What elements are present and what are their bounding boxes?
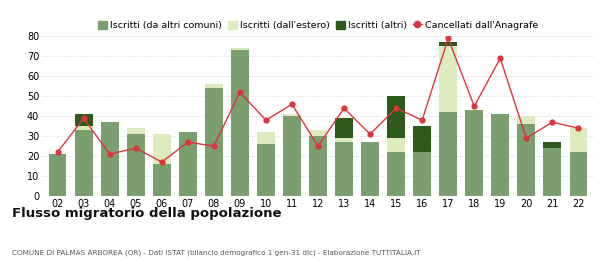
Bar [153, 134, 170, 164]
Bar [544, 148, 561, 196]
Bar [387, 152, 405, 196]
Bar [361, 142, 379, 196]
Bar [179, 132, 197, 196]
Bar [283, 116, 301, 196]
Bar [101, 122, 119, 196]
Bar [517, 116, 535, 124]
Bar [205, 84, 223, 88]
Bar [127, 134, 145, 196]
Bar [75, 126, 92, 130]
Text: COMUNE DI PALMAS ARBOREA (OR) - Dati ISTAT (bilancio demografico 1 gen-31 dic) -: COMUNE DI PALMAS ARBOREA (OR) - Dati IST… [12, 249, 421, 256]
Bar [205, 88, 223, 196]
Bar [231, 48, 249, 50]
Bar [335, 138, 353, 142]
Bar [413, 126, 431, 152]
Bar [75, 114, 92, 126]
Bar [49, 154, 67, 196]
Bar [153, 164, 170, 196]
Bar [283, 114, 301, 116]
Bar [335, 142, 353, 196]
Bar [517, 124, 535, 196]
Text: Flusso migratorio della popolazione: Flusso migratorio della popolazione [12, 207, 281, 220]
Bar [75, 130, 92, 196]
Bar [257, 144, 275, 196]
Bar [335, 118, 353, 138]
Bar [127, 128, 145, 134]
Bar [491, 114, 509, 196]
Bar [466, 110, 483, 196]
Bar [257, 132, 275, 144]
Legend: Iscritti (da altri comuni), Iscritti (dall'estero), Iscritti (altri), Cancellati: Iscritti (da altri comuni), Iscritti (da… [98, 21, 538, 30]
Bar [387, 138, 405, 152]
Bar [439, 46, 457, 112]
Bar [569, 152, 587, 196]
Bar [439, 112, 457, 196]
Bar [569, 128, 587, 152]
Bar [309, 136, 327, 196]
Bar [387, 96, 405, 138]
Bar [544, 142, 561, 148]
Bar [413, 152, 431, 196]
Bar [231, 50, 249, 196]
Bar [309, 130, 327, 136]
Bar [439, 42, 457, 46]
